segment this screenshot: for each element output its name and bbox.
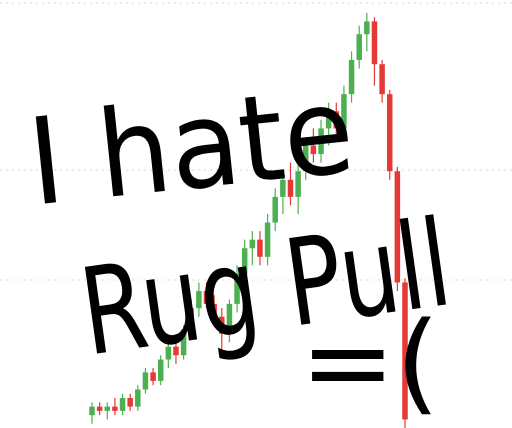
candle-body	[89, 406, 95, 416]
candle-body	[402, 282, 408, 420]
candle-body	[112, 406, 118, 411]
candle-body	[234, 273, 240, 304]
candle-body	[196, 291, 202, 309]
candle-body	[280, 179, 286, 197]
annotation: =(	[300, 298, 440, 426]
candle-body	[272, 196, 278, 223]
candle-body	[241, 248, 248, 274]
candles	[89, 12, 408, 428]
candle-body	[364, 21, 370, 35]
candle-body	[379, 64, 385, 95]
candle-body	[142, 372, 149, 390]
candle-body	[303, 145, 309, 172]
candle-body	[287, 179, 294, 197]
candle-body	[150, 372, 156, 381]
candle-body	[333, 111, 340, 129]
candle-body	[127, 398, 133, 407]
candle-body	[119, 398, 126, 411]
candle-body	[318, 128, 324, 155]
candle-body	[211, 303, 217, 317]
candle-body	[96, 406, 103, 411]
candle-body	[173, 346, 179, 356]
candle-body	[394, 171, 401, 283]
candle-body	[348, 59, 355, 95]
candle-body	[310, 145, 317, 155]
candle-body	[325, 111, 332, 129]
candle-body	[264, 222, 271, 257]
candle-body	[157, 359, 164, 381]
candle-body	[386, 94, 393, 172]
candle-body	[295, 171, 301, 197]
candle-body	[356, 34, 362, 60]
candle-body	[371, 21, 378, 65]
candle-body	[135, 389, 141, 407]
candle-body	[249, 239, 256, 249]
candle-body	[104, 406, 111, 411]
candle-body	[341, 94, 347, 129]
candle-body	[226, 303, 233, 334]
candle-body	[203, 291, 210, 304]
candle-body	[219, 316, 225, 334]
annotation: I hate	[22, 61, 360, 233]
candle-body	[180, 329, 187, 356]
candle-body	[165, 346, 172, 360]
candle-body	[257, 239, 263, 257]
candle-body	[188, 308, 194, 330]
